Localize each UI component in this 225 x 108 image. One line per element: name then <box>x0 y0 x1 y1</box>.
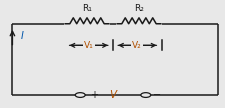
Text: −: − <box>152 90 160 100</box>
Text: +: + <box>89 90 97 100</box>
Text: V₂: V₂ <box>132 41 142 50</box>
Text: R₂: R₂ <box>133 4 143 13</box>
Text: V₁: V₁ <box>83 41 93 50</box>
Text: V: V <box>109 90 116 100</box>
Text: I: I <box>20 31 23 41</box>
Text: R₁: R₁ <box>82 4 92 13</box>
